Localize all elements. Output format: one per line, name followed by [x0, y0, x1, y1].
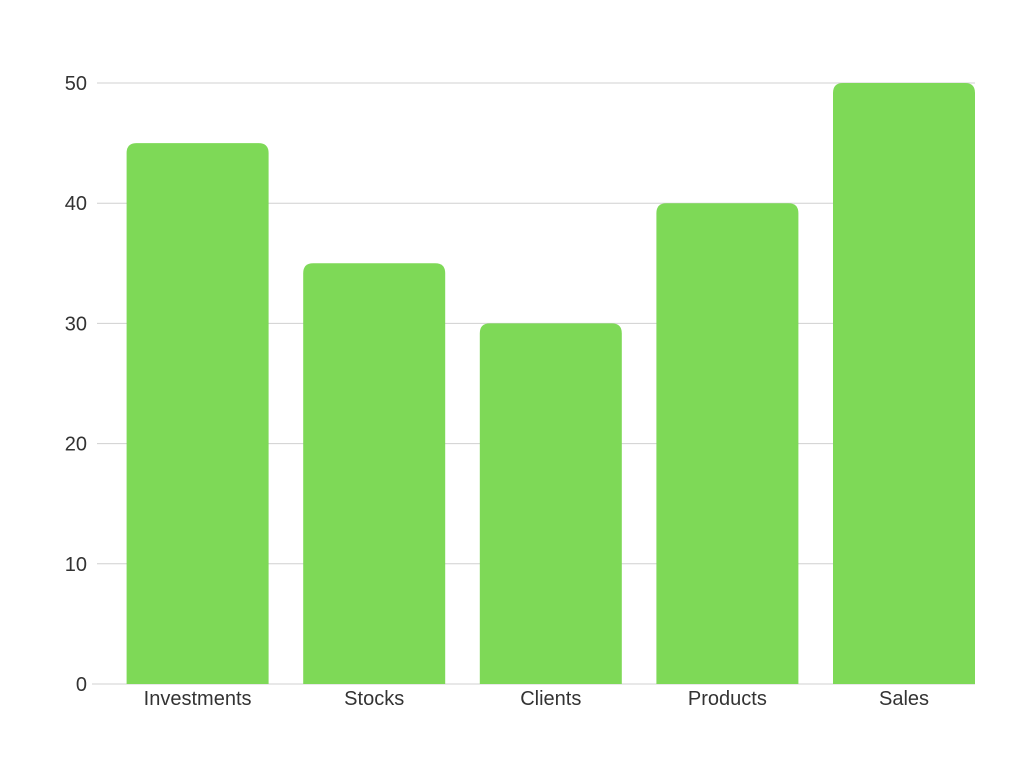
x-category-label: Sales: [879, 688, 929, 710]
bar-clients: [479, 323, 622, 684]
x-category-label: Investments: [144, 688, 252, 710]
y-tick-label: 30: [65, 313, 87, 335]
y-tick-label: 50: [65, 73, 87, 95]
bar-products: [656, 203, 799, 684]
x-category-label: Clients: [520, 688, 581, 710]
bar-sales: [833, 83, 975, 684]
y-tick-label: 10: [65, 554, 87, 576]
y-tick-label: 40: [65, 193, 87, 215]
x-category-label: Stocks: [344, 688, 404, 710]
x-axis-labels: Investments Stocks Clients Products Sales: [144, 688, 929, 710]
y-tick-label: 20: [65, 434, 87, 456]
bar-stocks: [303, 263, 446, 684]
bar-investments: [126, 143, 269, 685]
y-axis-ticks: 0 10 20 30 40 50: [65, 73, 87, 696]
bars: [126, 83, 975, 685]
x-category-label: Products: [688, 688, 767, 710]
y-tick-label: 0: [76, 674, 87, 696]
